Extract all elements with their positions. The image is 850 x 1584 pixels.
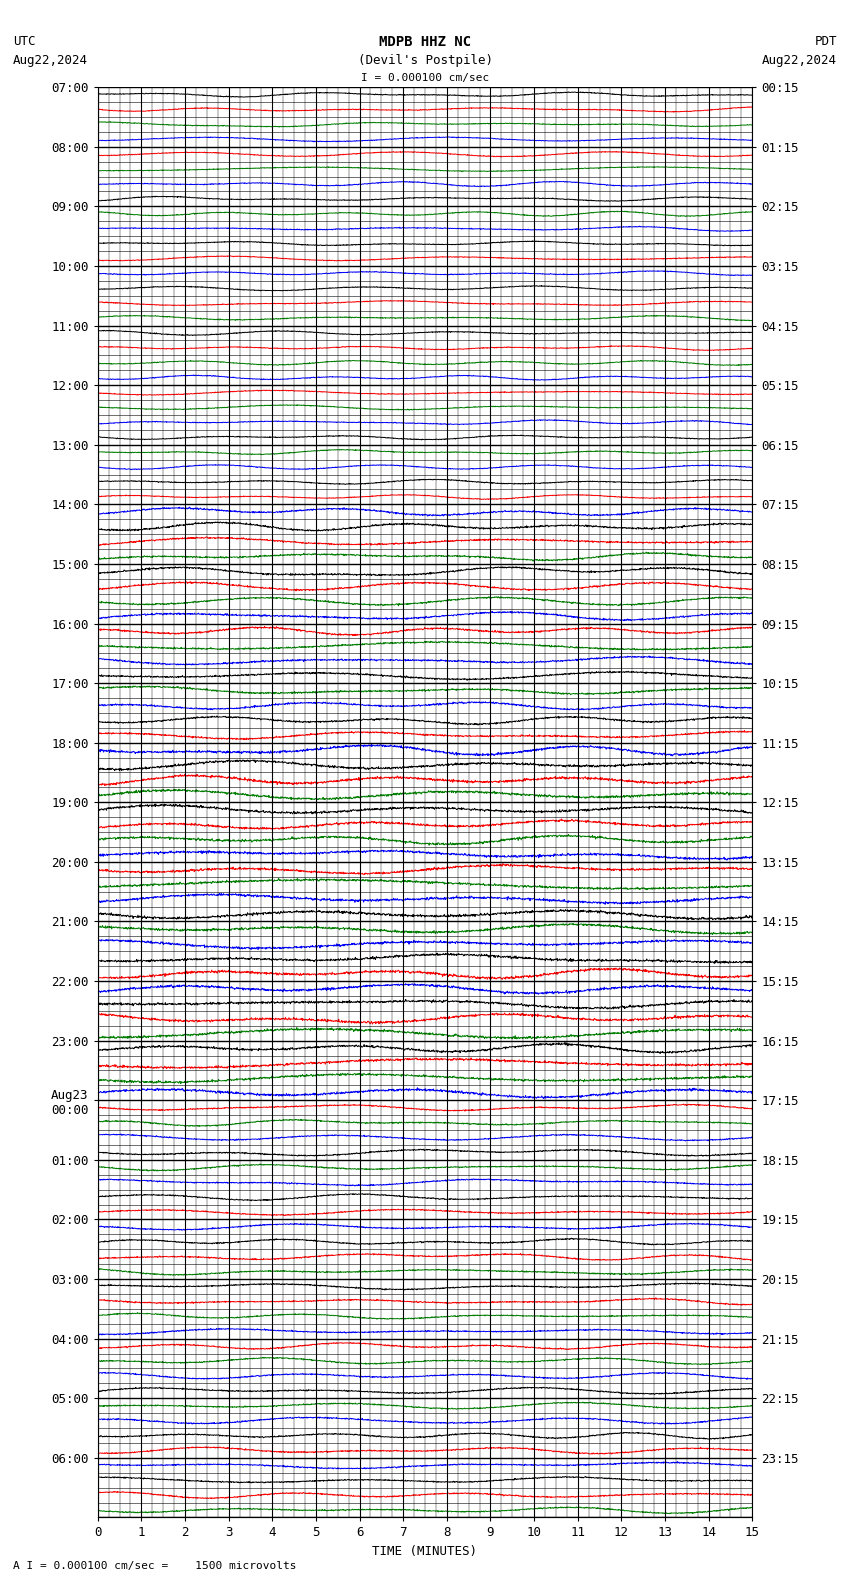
Text: PDT: PDT [815, 35, 837, 48]
Text: Aug22,2024: Aug22,2024 [762, 54, 837, 67]
Text: MDPB HHZ NC: MDPB HHZ NC [379, 35, 471, 49]
Text: (Devil's Postpile): (Devil's Postpile) [358, 54, 492, 67]
Text: A I = 0.000100 cm/sec =    1500 microvolts: A I = 0.000100 cm/sec = 1500 microvolts [13, 1562, 297, 1571]
Text: I = 0.000100 cm/sec: I = 0.000100 cm/sec [361, 73, 489, 82]
X-axis label: TIME (MINUTES): TIME (MINUTES) [372, 1544, 478, 1559]
Text: UTC: UTC [13, 35, 35, 48]
Text: Aug22,2024: Aug22,2024 [13, 54, 88, 67]
